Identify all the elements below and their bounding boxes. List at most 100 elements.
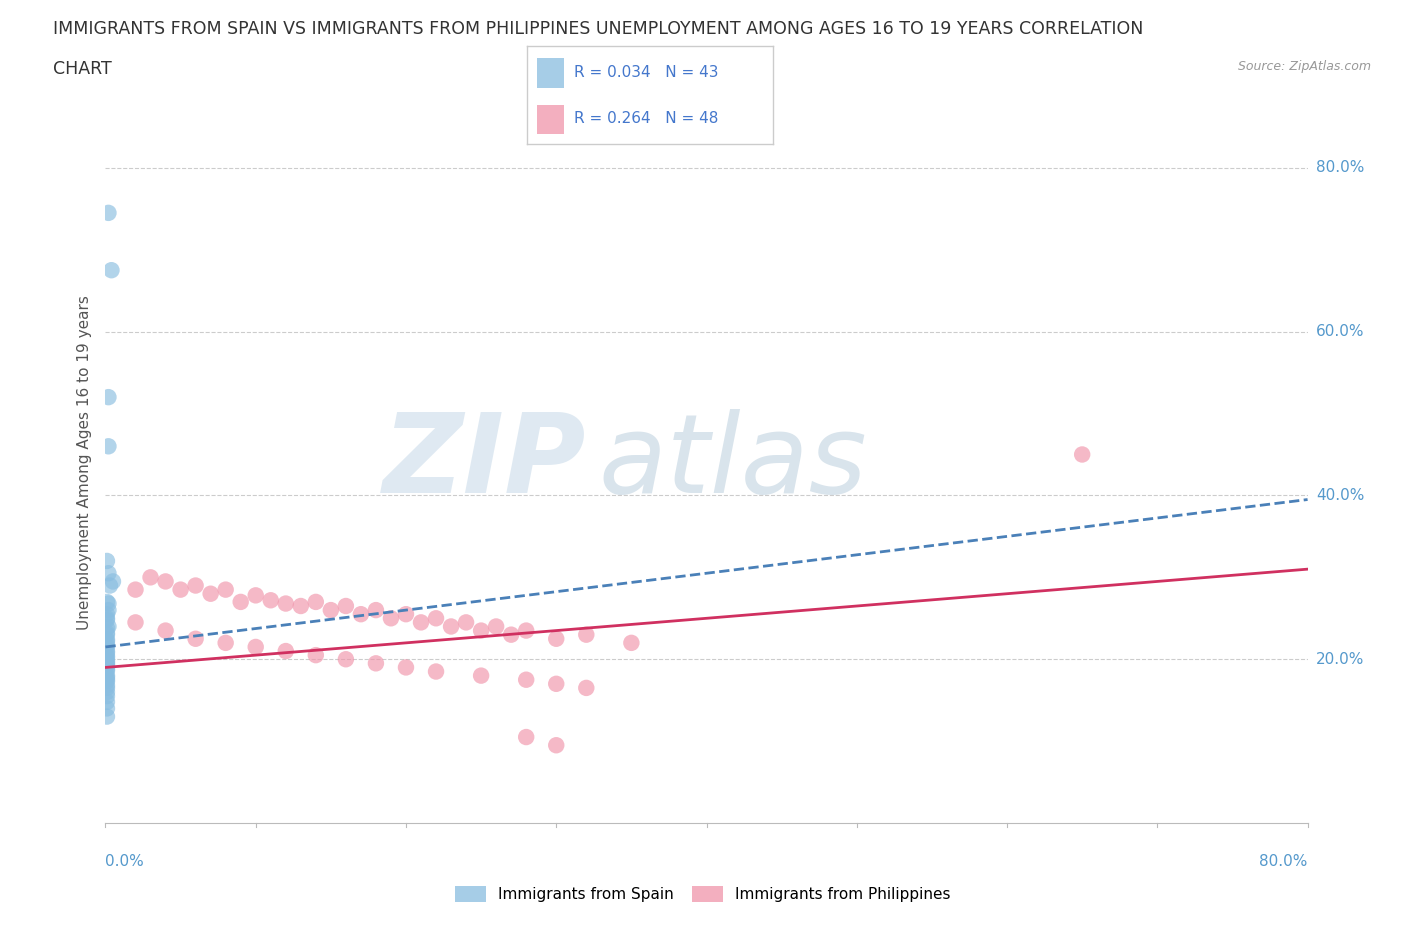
- Point: [96, 657, 118, 671]
- Point: [96, 654, 118, 669]
- Point: [515, 623, 537, 638]
- Point: [96, 594, 118, 609]
- Point: [96, 606, 118, 621]
- Point: [96, 632, 118, 647]
- Text: R = 0.034   N = 43: R = 0.034 N = 43: [574, 65, 718, 80]
- Point: [97, 603, 120, 618]
- Point: [546, 676, 568, 691]
- Point: [100, 263, 122, 278]
- Point: [350, 606, 373, 621]
- Point: [96, 648, 118, 663]
- Point: [274, 596, 297, 611]
- Point: [395, 606, 418, 621]
- Point: [575, 681, 598, 696]
- Point: [96, 644, 118, 658]
- Point: [184, 631, 207, 646]
- Point: [155, 574, 177, 589]
- Point: [124, 615, 146, 630]
- Point: [96, 655, 118, 670]
- Point: [305, 647, 328, 662]
- Point: [97, 390, 120, 405]
- Point: [546, 631, 568, 646]
- Point: [124, 582, 146, 597]
- Text: 0.0%: 0.0%: [105, 854, 145, 869]
- Point: [229, 594, 252, 609]
- Point: [335, 652, 357, 667]
- Point: [139, 570, 162, 585]
- Point: [96, 672, 118, 687]
- Point: [96, 637, 118, 652]
- Point: [96, 661, 118, 676]
- Point: [96, 684, 118, 699]
- Point: [96, 701, 118, 716]
- Point: [96, 674, 118, 689]
- Text: 80.0%: 80.0%: [1260, 854, 1308, 869]
- Point: [96, 640, 118, 655]
- Point: [245, 588, 267, 603]
- Point: [546, 737, 568, 752]
- Point: [96, 678, 118, 693]
- Point: [380, 611, 402, 626]
- Point: [274, 644, 297, 658]
- Point: [97, 439, 120, 454]
- Text: 40.0%: 40.0%: [1316, 488, 1364, 503]
- Point: [335, 599, 357, 614]
- Point: [96, 553, 118, 568]
- Point: [620, 635, 643, 650]
- Point: [290, 599, 312, 614]
- Point: [305, 594, 328, 609]
- Point: [425, 611, 447, 626]
- Point: [184, 578, 207, 593]
- Point: [155, 623, 177, 638]
- Point: [97, 619, 120, 634]
- Point: [96, 710, 118, 724]
- Text: 20.0%: 20.0%: [1316, 652, 1364, 667]
- Text: atlas: atlas: [599, 409, 868, 516]
- Point: [501, 627, 523, 642]
- Point: [364, 656, 387, 671]
- Point: [96, 670, 118, 684]
- Point: [440, 619, 463, 634]
- Point: [409, 615, 432, 630]
- Point: [214, 635, 236, 650]
- Point: [96, 668, 118, 683]
- Point: [101, 574, 124, 589]
- Point: [97, 565, 120, 580]
- Point: [98, 578, 121, 593]
- Point: [96, 611, 118, 626]
- Text: CHART: CHART: [53, 60, 112, 78]
- Point: [96, 658, 118, 673]
- Point: [96, 633, 118, 648]
- Text: 80.0%: 80.0%: [1316, 160, 1364, 176]
- Point: [96, 627, 118, 642]
- Text: 60.0%: 60.0%: [1316, 325, 1364, 339]
- Point: [96, 688, 118, 703]
- Point: [470, 623, 492, 638]
- Point: [260, 592, 283, 607]
- Point: [319, 603, 342, 618]
- Point: [96, 645, 118, 660]
- Point: [1071, 447, 1094, 462]
- Legend: Immigrants from Spain, Immigrants from Philippines: Immigrants from Spain, Immigrants from P…: [450, 880, 956, 909]
- Point: [485, 619, 508, 634]
- Point: [96, 695, 118, 710]
- Point: [515, 730, 537, 745]
- Point: [364, 603, 387, 618]
- Point: [97, 206, 120, 220]
- Y-axis label: Unemployment Among Ages 16 to 19 years: Unemployment Among Ages 16 to 19 years: [76, 295, 91, 631]
- Point: [96, 650, 118, 665]
- Point: [200, 586, 222, 601]
- Text: IMMIGRANTS FROM SPAIN VS IMMIGRANTS FROM PHILIPPINES UNEMPLOYMENT AMONG AGES 16 : IMMIGRANTS FROM SPAIN VS IMMIGRANTS FROM…: [53, 20, 1144, 38]
- Point: [96, 626, 118, 641]
- Text: Source: ZipAtlas.com: Source: ZipAtlas.com: [1237, 60, 1371, 73]
- Bar: [537, 59, 564, 87]
- Point: [169, 582, 191, 597]
- Bar: [537, 105, 564, 135]
- Text: R = 0.264   N = 48: R = 0.264 N = 48: [574, 112, 718, 126]
- Point: [395, 660, 418, 675]
- Point: [515, 672, 537, 687]
- Point: [575, 627, 598, 642]
- Point: [214, 582, 236, 597]
- Point: [470, 668, 492, 683]
- Point: [96, 613, 118, 628]
